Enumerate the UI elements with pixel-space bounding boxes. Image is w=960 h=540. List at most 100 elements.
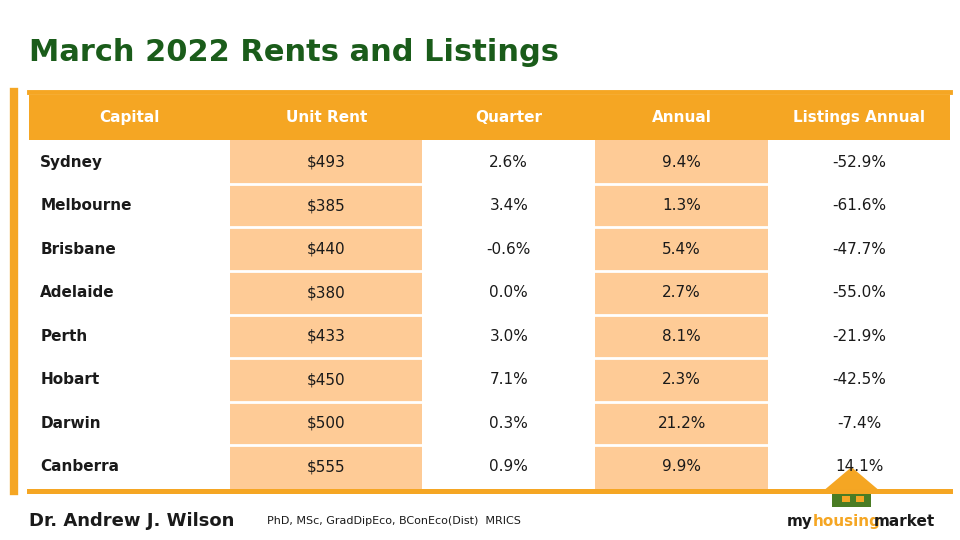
FancyBboxPatch shape: [29, 227, 230, 271]
FancyBboxPatch shape: [230, 227, 422, 271]
Text: -47.7%: -47.7%: [832, 242, 886, 256]
FancyBboxPatch shape: [422, 358, 595, 402]
FancyBboxPatch shape: [768, 184, 950, 227]
FancyBboxPatch shape: [595, 227, 768, 271]
FancyBboxPatch shape: [856, 496, 864, 502]
FancyBboxPatch shape: [230, 94, 422, 140]
Text: 0.9%: 0.9%: [490, 460, 528, 475]
Text: my: my: [787, 514, 813, 529]
FancyBboxPatch shape: [29, 184, 230, 227]
Text: $555: $555: [307, 460, 346, 475]
Text: Adelaide: Adelaide: [40, 285, 115, 300]
FancyBboxPatch shape: [422, 140, 595, 184]
Text: -55.0%: -55.0%: [832, 285, 886, 300]
FancyBboxPatch shape: [595, 445, 768, 489]
FancyBboxPatch shape: [422, 314, 595, 358]
Text: $433: $433: [307, 329, 346, 344]
FancyBboxPatch shape: [230, 402, 422, 445]
FancyBboxPatch shape: [768, 314, 950, 358]
FancyBboxPatch shape: [29, 445, 230, 489]
Text: -61.6%: -61.6%: [832, 198, 886, 213]
FancyBboxPatch shape: [595, 402, 768, 445]
Text: Dr. Andrew J. Wilson: Dr. Andrew J. Wilson: [29, 512, 234, 530]
Text: $500: $500: [307, 416, 346, 431]
FancyBboxPatch shape: [768, 140, 950, 184]
Text: -7.4%: -7.4%: [837, 416, 881, 431]
Text: 9.9%: 9.9%: [662, 460, 701, 475]
Text: PhD, MSc, GradDipEco, BConEco(Dist)  MRICS: PhD, MSc, GradDipEco, BConEco(Dist) MRIC…: [267, 516, 520, 526]
Text: 3.0%: 3.0%: [490, 329, 528, 344]
FancyBboxPatch shape: [768, 271, 950, 314]
FancyBboxPatch shape: [595, 94, 768, 140]
FancyBboxPatch shape: [595, 271, 768, 314]
FancyBboxPatch shape: [29, 140, 230, 184]
Text: Darwin: Darwin: [40, 416, 101, 431]
Text: $440: $440: [307, 242, 346, 256]
FancyBboxPatch shape: [230, 140, 422, 184]
FancyBboxPatch shape: [230, 445, 422, 489]
FancyBboxPatch shape: [422, 271, 595, 314]
FancyBboxPatch shape: [595, 358, 768, 402]
Polygon shape: [825, 467, 878, 490]
FancyBboxPatch shape: [842, 496, 850, 502]
Text: Capital: Capital: [100, 110, 159, 125]
Text: Annual: Annual: [652, 110, 711, 125]
FancyBboxPatch shape: [29, 402, 230, 445]
Text: $380: $380: [307, 285, 346, 300]
Text: 21.2%: 21.2%: [658, 416, 706, 431]
FancyBboxPatch shape: [230, 184, 422, 227]
FancyBboxPatch shape: [768, 445, 950, 489]
Text: Perth: Perth: [40, 329, 87, 344]
Text: -21.9%: -21.9%: [832, 329, 886, 344]
Text: 5.4%: 5.4%: [662, 242, 701, 256]
Text: Hobart: Hobart: [40, 373, 100, 387]
Text: 8.1%: 8.1%: [662, 329, 701, 344]
FancyBboxPatch shape: [768, 358, 950, 402]
FancyBboxPatch shape: [422, 94, 595, 140]
Text: Brisbane: Brisbane: [40, 242, 116, 256]
FancyBboxPatch shape: [422, 184, 595, 227]
Text: 7.1%: 7.1%: [490, 373, 528, 387]
FancyBboxPatch shape: [768, 94, 950, 140]
FancyBboxPatch shape: [595, 140, 768, 184]
Text: Canberra: Canberra: [40, 460, 119, 475]
Text: $385: $385: [307, 198, 346, 213]
FancyBboxPatch shape: [422, 402, 595, 445]
FancyBboxPatch shape: [29, 271, 230, 314]
Text: 0.0%: 0.0%: [490, 285, 528, 300]
Text: Sydney: Sydney: [40, 154, 104, 170]
Text: $450: $450: [307, 373, 346, 387]
Text: Quarter: Quarter: [475, 110, 542, 125]
Text: 14.1%: 14.1%: [835, 460, 883, 475]
Text: market: market: [874, 514, 935, 529]
FancyBboxPatch shape: [595, 314, 768, 358]
FancyBboxPatch shape: [230, 314, 422, 358]
Text: 1.3%: 1.3%: [662, 198, 701, 213]
Text: 0.3%: 0.3%: [490, 416, 528, 431]
FancyBboxPatch shape: [832, 489, 871, 507]
FancyBboxPatch shape: [29, 314, 230, 358]
Text: Unit Rent: Unit Rent: [286, 110, 367, 125]
FancyBboxPatch shape: [422, 445, 595, 489]
Text: 2.7%: 2.7%: [662, 285, 701, 300]
Text: 9.4%: 9.4%: [662, 154, 701, 170]
Text: Listings Annual: Listings Annual: [793, 110, 925, 125]
Text: -0.6%: -0.6%: [487, 242, 531, 256]
Text: $493: $493: [307, 154, 346, 170]
Text: 2.6%: 2.6%: [490, 154, 528, 170]
FancyBboxPatch shape: [595, 184, 768, 227]
FancyBboxPatch shape: [230, 358, 422, 402]
Text: 3.4%: 3.4%: [490, 198, 528, 213]
Text: -52.9%: -52.9%: [832, 154, 886, 170]
FancyBboxPatch shape: [29, 94, 230, 140]
Text: -42.5%: -42.5%: [832, 373, 886, 387]
Text: Melbourne: Melbourne: [40, 198, 132, 213]
FancyBboxPatch shape: [29, 358, 230, 402]
FancyBboxPatch shape: [422, 227, 595, 271]
Text: housing: housing: [813, 514, 881, 529]
FancyBboxPatch shape: [768, 402, 950, 445]
Text: March 2022 Rents and Listings: March 2022 Rents and Listings: [29, 38, 559, 67]
FancyBboxPatch shape: [768, 227, 950, 271]
Text: 2.3%: 2.3%: [662, 373, 701, 387]
FancyBboxPatch shape: [230, 271, 422, 314]
